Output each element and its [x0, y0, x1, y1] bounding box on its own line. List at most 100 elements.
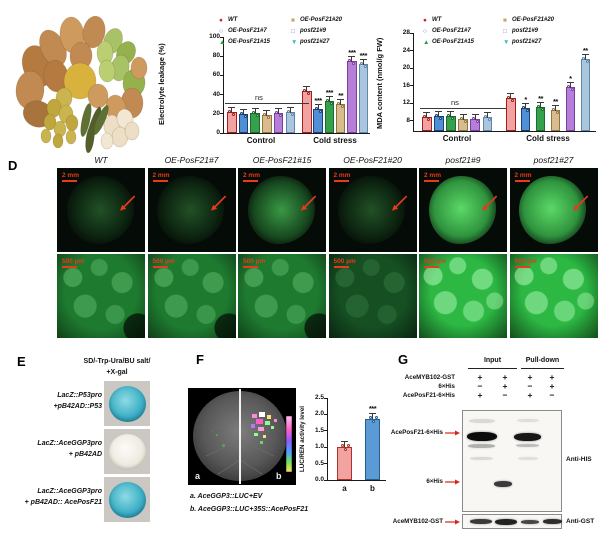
y-tick-label: 20: [402, 64, 410, 72]
legend-marker: ■: [503, 17, 507, 24]
y-tick-label: 1.0: [314, 443, 324, 451]
sample-label-OE-PosF21#20: OE-PosF21#20: [343, 155, 402, 165]
chart-plot: 0.0 0.5 1.0 1.5 2.0 2.5 a *** b: [315, 394, 386, 493]
y-tick-mark: [410, 32, 413, 34]
sample-label-OE-PosF21#15: OE-PosF21#15: [252, 155, 312, 165]
luciferase-leaf-image: a b: [188, 388, 296, 485]
yeast-colony-white: [108, 433, 146, 470]
sample-label-posf21#27: posf21#27: [533, 155, 574, 165]
plus-minus: −: [502, 390, 508, 400]
fluorescence-image-500um: 500 µm: [509, 254, 598, 338]
fluorescence-image-500um: 500 µm: [419, 254, 507, 338]
error-bar: [359, 58, 367, 65]
matrix-row-label: AceMYB102-GST: [404, 374, 455, 381]
legend-label: OE-PosF21#7: [432, 28, 471, 34]
scale-bar-label: 500 µm: [515, 258, 537, 268]
plus-minus: +: [502, 372, 508, 382]
error-bar: [303, 85, 311, 92]
fruit: [130, 56, 148, 80]
significance-label: ***: [325, 88, 334, 98]
medium-line1: SD/-Trp-Ura/BU salt/: [83, 358, 151, 365]
y-tick-mark: [410, 50, 413, 52]
scale-bar-label: 500 µm: [334, 258, 356, 268]
error-bar: [251, 107, 259, 114]
category-label: Cold stress: [526, 134, 570, 143]
error-bar: [337, 99, 345, 106]
data-point: [325, 99, 329, 103]
plus-minus: +: [549, 381, 555, 391]
legend-label: WT: [432, 17, 442, 23]
medium-line2: +X-gal: [106, 369, 128, 377]
error-bar: [522, 102, 530, 109]
error-bar: [239, 108, 247, 115]
error-bar: [423, 112, 431, 119]
yeast-plate: [104, 429, 150, 474]
fruit: [63, 62, 97, 100]
data-point: [243, 114, 247, 118]
data-point: [314, 107, 318, 110]
significance-label: *: [524, 94, 527, 104]
panel-label-g: G: [398, 352, 409, 367]
bar-posf21#9-Cold stress: [347, 61, 357, 133]
ns-label: ns: [451, 97, 459, 107]
construct-label: LacZ::AceGGP3pro + pB42AD:: AcePosF21: [2, 486, 102, 508]
bar-b: [365, 418, 380, 480]
fruit: [40, 128, 52, 144]
western-blot-anti-his: [462, 410, 562, 512]
error-bar: [507, 93, 515, 100]
plus-minus: +: [502, 381, 508, 391]
fluorescence-image-2mm: 2 mm: [57, 168, 145, 252]
construct-line1: LacZ::P53pro: [57, 392, 102, 399]
data-point: [555, 111, 559, 115]
construct-line1: LacZ::AceGGP3pro: [37, 440, 102, 447]
matrix-row-label: AcePosF21-6×His: [402, 392, 455, 399]
significance-label: *: [569, 73, 572, 83]
significance-label: ***: [314, 96, 322, 105]
y-tick-label: 0.0: [314, 476, 324, 483]
selection-medium-label: SD/-Trp-Ura/BU salt/ +X-gal: [58, 356, 176, 378]
fruit: [124, 121, 140, 141]
data-point: [341, 105, 345, 109]
data-point: [228, 109, 232, 113]
caption-a: a. AceGGP3::LUC+EV: [190, 493, 263, 500]
fruit: [82, 15, 106, 49]
significance-label: **: [582, 46, 588, 56]
data-point: [340, 444, 344, 448]
blot-band: [514, 433, 541, 441]
construct-line1: LacZ::AceGGP3pro: [37, 488, 102, 495]
y-tick-label: 60: [212, 71, 220, 79]
yeast-colony-blue: [108, 385, 146, 422]
ns-line: [420, 107, 506, 109]
scale-bar-label: 500 µm: [153, 258, 175, 268]
y-tick-label: 16: [402, 81, 410, 89]
fruit: [85, 124, 95, 153]
data-point: [483, 114, 487, 118]
callus-blob: [519, 176, 587, 244]
luminescence-spots: [216, 412, 277, 447]
data-point: [537, 104, 541, 108]
band-label-text: 6×His: [426, 478, 443, 485]
sample-label-OE-PosF21#7: OE-PosF21#7: [164, 155, 219, 165]
y-tick-label: 40: [212, 90, 220, 98]
fruit: [87, 83, 109, 109]
scale-bar-label: 2 mm: [62, 172, 79, 182]
blot-band: [518, 457, 538, 460]
y-tick-mark: [324, 430, 327, 432]
plus-minus: −: [477, 381, 483, 391]
y-tick-label: 80: [212, 52, 220, 60]
y-tick-mark: [410, 120, 413, 122]
data-point: [279, 113, 283, 117]
western-blot-anti-gst: [462, 514, 562, 529]
y-tick-label: 1.5: [314, 426, 324, 434]
error-bar: [263, 109, 271, 116]
blot-band: [470, 457, 493, 460]
right-arrow-icon: [445, 479, 460, 484]
red-arrow-icon: [391, 195, 407, 211]
data-point: [251, 110, 255, 114]
bar-a: [337, 447, 352, 480]
legend-label: OE-PosF21#20: [512, 17, 555, 23]
y-tick-mark: [410, 102, 413, 104]
legend-label: OE-PosF21#20: [300, 17, 343, 23]
lane-group-underline: [521, 368, 564, 369]
x-tick-label: a: [342, 484, 347, 493]
